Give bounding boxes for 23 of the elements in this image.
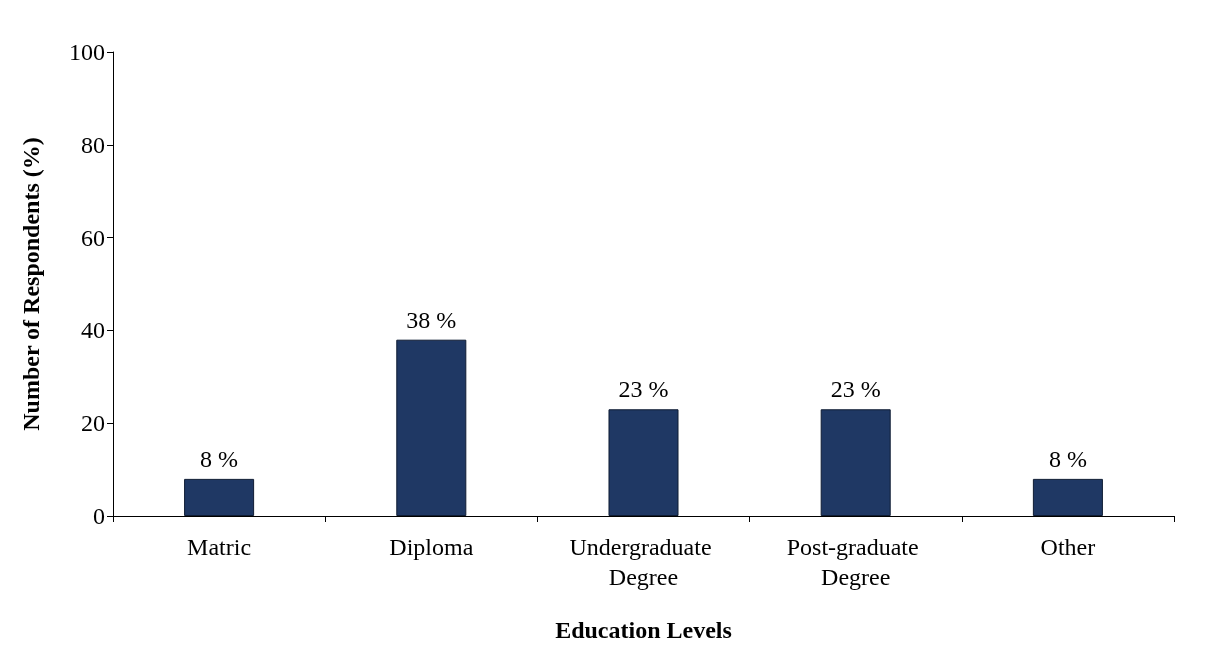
y-tick-label: 20 (81, 410, 105, 437)
x-tick-label: Post-graduate Degree (786, 534, 925, 590)
x-tick-label: Undergraduate Degree (569, 534, 718, 590)
data-label: 23 % (618, 376, 669, 403)
y-tick-label: 80 (81, 131, 105, 158)
x-tick-label: Matric (187, 534, 252, 560)
y-tick-label: 40 (81, 317, 105, 344)
data-label: 23 % (830, 376, 881, 403)
y-tick-label: 60 (81, 224, 105, 251)
x-tick-label: Diploma (389, 534, 474, 560)
y-tick-label: 0 (93, 503, 105, 529)
bar (184, 478, 255, 516)
bar (396, 339, 467, 516)
x-tick-label: Other (1040, 534, 1096, 560)
y-tick-label: 100 (69, 39, 105, 65)
bar (608, 409, 679, 516)
data-label: 38 % (406, 306, 457, 333)
data-label: 8 % (1048, 445, 1087, 472)
data-label: 8 % (200, 445, 239, 472)
x-axis-title: Education Levels (555, 617, 732, 643)
bar (1032, 478, 1103, 516)
y-axis-title: Number of Respondents (%) (18, 137, 44, 431)
bar (820, 409, 891, 516)
